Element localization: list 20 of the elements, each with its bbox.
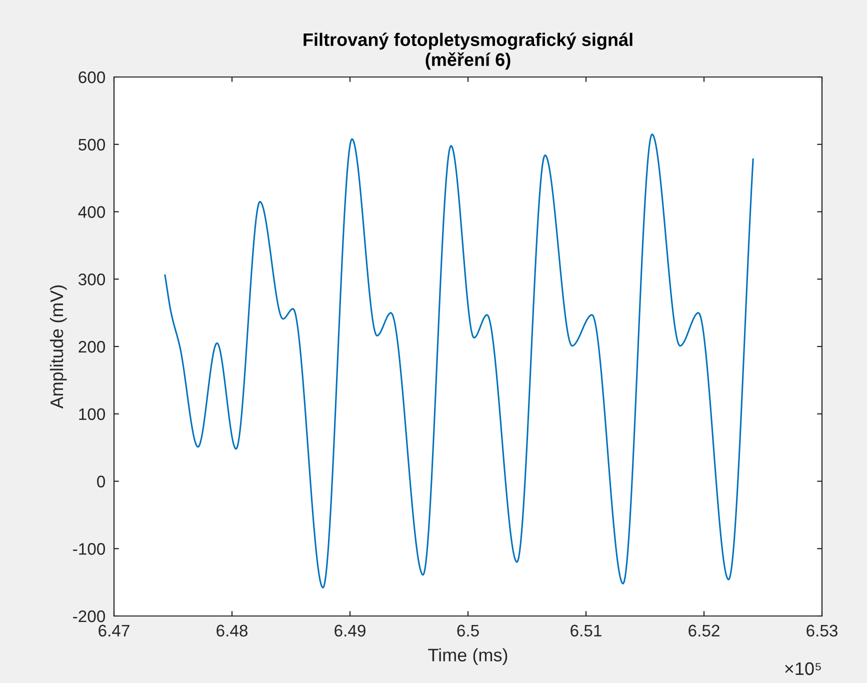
x-tick-label: 6.49	[334, 624, 366, 637]
y-axis-title: Amplitude (mV)	[50, 285, 67, 409]
x-axis-title: Time (ms)	[428, 648, 508, 666]
x-tick-label: 6.53	[806, 624, 838, 637]
y-tick-label: 300	[78, 274, 106, 286]
x-tick-label: 6.52	[688, 624, 720, 637]
x-tick-label: 6.47	[98, 624, 130, 637]
y-tick-label: 100	[79, 408, 106, 420]
y-tick-label: 0	[97, 476, 106, 488]
y-tick-label: -200	[73, 610, 106, 622]
x-tick-label: 6.51	[570, 624, 602, 637]
y-tick-label: 200	[78, 340, 106, 353]
y-tick-label: -100	[73, 543, 106, 555]
x-tick-label: 6.48	[216, 624, 248, 637]
chart-title: Filtrovaný fotopletysmografický signál (měření 6)	[304, 32, 632, 70]
y-tick-label: 500	[78, 138, 106, 151]
y-tick-label: 600	[78, 71, 106, 84]
text: ×10⁵	[785, 662, 821, 676]
x-tick-label: 6.5	[457, 624, 479, 637]
y-tick-label: 400	[78, 206, 106, 218]
